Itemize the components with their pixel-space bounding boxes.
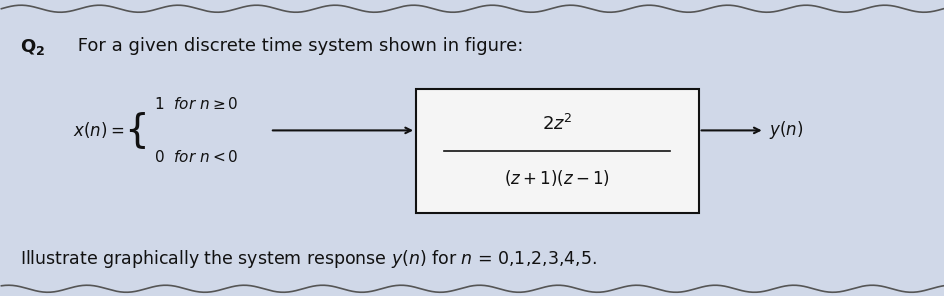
- FancyBboxPatch shape: [415, 89, 698, 213]
- Text: $y(n)$: $y(n)$: [768, 119, 802, 141]
- Text: $2z^2$: $2z^2$: [542, 114, 572, 134]
- Text: $0 \ \ for \ n < 0$: $0 \ \ for \ n < 0$: [154, 149, 238, 165]
- Text: $\{$: $\{$: [124, 110, 145, 151]
- Text: For a given discrete time system shown in figure:: For a given discrete time system shown i…: [72, 37, 523, 54]
- Text: $1 \ \ for \ n \geq 0$: $1 \ \ for \ n \geq 0$: [154, 96, 238, 112]
- Text: $x(n) = $: $x(n) = $: [73, 120, 124, 140]
- Text: Illustrate graphically the system response $y(n)$ for $n$ = 0,1,2,3,4,5.: Illustrate graphically the system respon…: [20, 248, 597, 271]
- Text: $(z+1)(z-1)$: $(z+1)(z-1)$: [504, 168, 610, 188]
- Text: $\mathbf{Q_2}$: $\mathbf{Q_2}$: [20, 37, 45, 57]
